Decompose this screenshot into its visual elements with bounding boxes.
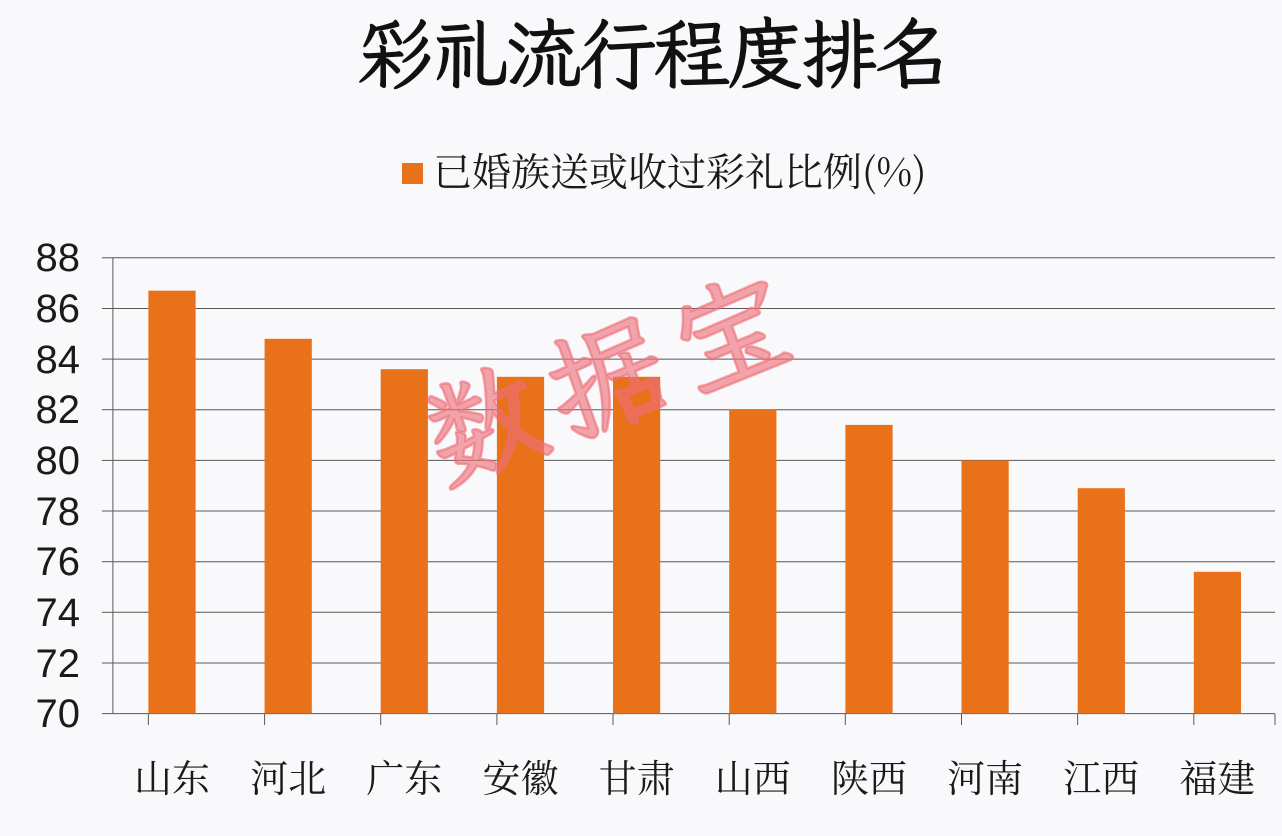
svg-text:80: 80 — [36, 439, 81, 483]
svg-text:河北: 河北 — [250, 748, 326, 803]
svg-text:74: 74 — [36, 591, 81, 635]
svg-text:河南: 河南 — [947, 748, 1023, 803]
svg-text:84: 84 — [36, 338, 81, 382]
svg-text:陕西: 陕西 — [831, 748, 907, 803]
svg-text:76: 76 — [36, 540, 81, 584]
svg-text:70: 70 — [36, 692, 81, 736]
svg-text:安徽: 安徽 — [482, 748, 558, 803]
svg-text:86: 86 — [36, 287, 81, 331]
svg-text:88: 88 — [36, 236, 81, 280]
svg-text:福建: 福建 — [1179, 748, 1255, 803]
svg-text:江西: 江西 — [1063, 748, 1139, 803]
svg-text:82: 82 — [36, 388, 81, 432]
svg-text:72: 72 — [36, 642, 81, 686]
svg-text:广东: 广东 — [366, 748, 442, 803]
svg-text:山东: 山东 — [134, 748, 210, 803]
svg-text:山西: 山西 — [715, 748, 791, 803]
svg-text:甘肃: 甘肃 — [599, 748, 675, 803]
svg-text:78: 78 — [36, 490, 81, 534]
